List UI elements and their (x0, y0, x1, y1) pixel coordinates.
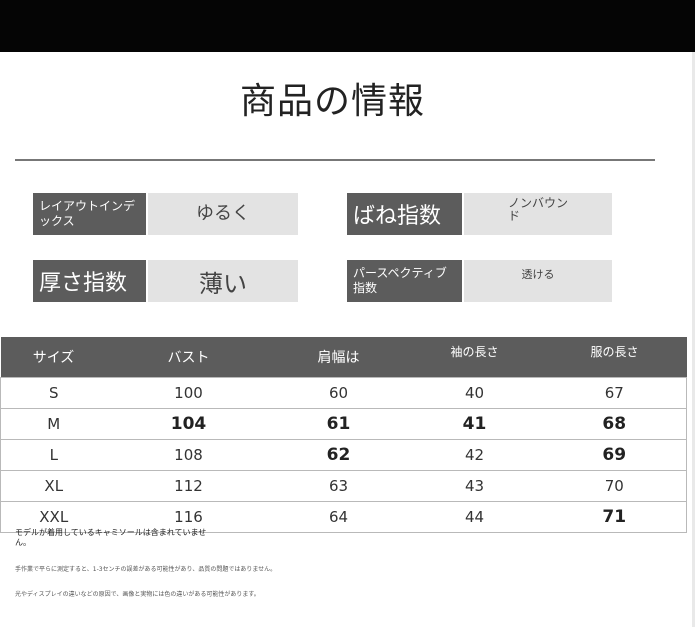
cell-sleeve: 43 (406, 470, 543, 502)
top-black-bar (0, 0, 695, 52)
cell-sleeve: 42 (406, 439, 543, 471)
note-color: 光やディスプレイの違いなどの原因で、画像と実物には色の違いがある可能性があります… (15, 591, 260, 598)
cell-sleeve: 44 (406, 501, 543, 533)
header-sleeve: 袖の長さ (406, 337, 543, 378)
header-shoulder: 肩幅は (270, 337, 407, 378)
table-row: XXL 116 64 44 71 (0, 501, 687, 533)
cell-sleeve: 41 (406, 408, 543, 440)
notes-section: モデルが着用しているキャミソールは含まれていません。 手作業で平らに測定すると、… (15, 528, 355, 598)
cell-shoulder: 64 (270, 501, 407, 533)
cell-bust: 100 (106, 377, 271, 409)
table-row: S 100 60 40 67 (0, 377, 687, 409)
cell-shoulder: 63 (270, 470, 407, 502)
table-row: M 104 61 41 68 (0, 408, 687, 440)
cell-size: L (0, 439, 107, 471)
cell-bust: 116 (106, 501, 271, 533)
note-model: モデルが着用しているキャミソールは含まれていません。 (15, 528, 207, 547)
cell-length: 70 (542, 470, 687, 502)
right-edge-strip (692, 52, 695, 627)
page-title: 商品の情報 (239, 81, 425, 122)
table-row: XL 112 63 43 70 (0, 470, 687, 502)
cell-bust: 108 (106, 439, 271, 471)
cell-shoulder: 62 (270, 439, 407, 471)
cell-shoulder: 61 (270, 408, 407, 440)
attribute-perspective-index: パースペクティブ指数 透ける (347, 260, 612, 302)
attribute-spring-index: ばね指数 ノンバウンド (347, 193, 612, 235)
attribute-label: 厚さ指数 (33, 260, 146, 302)
attribute-value: ノンバウンド (464, 193, 612, 235)
header-length: 服の長さ (542, 337, 687, 378)
header-bust: バスト (106, 337, 271, 378)
attribute-layout-index: レイアウトインデックス ゆるく (33, 193, 298, 235)
attribute-value: 透ける (464, 260, 612, 302)
attribute-label: レイアウトインデックス (33, 193, 146, 235)
attribute-label: パースペクティブ指数 (347, 260, 462, 302)
size-table-header: サイズ バスト 肩幅は 袖の長さ 服の長さ (0, 337, 687, 378)
cell-size: XXL (0, 501, 107, 533)
cell-sleeve: 40 (406, 377, 543, 409)
cell-bust: 104 (106, 408, 271, 440)
attribute-value: 薄い (148, 260, 298, 302)
cell-length: 69 (542, 439, 687, 471)
title-divider (15, 159, 655, 161)
table-row: L 108 62 42 69 (0, 439, 687, 471)
cell-size: XL (0, 470, 107, 502)
cell-length: 68 (542, 408, 687, 440)
cell-bust: 112 (106, 470, 271, 502)
cell-size: M (0, 408, 107, 440)
attribute-thickness-index: 厚さ指数 薄い (33, 260, 298, 302)
attribute-value: ゆるく (148, 193, 298, 235)
size-table: サイズ バスト 肩幅は 袖の長さ 服の長さ S 100 60 40 67 M 1… (0, 337, 687, 533)
note-measurement: 手作業で平らに測定すると、1-3センチの誤差がある可能性があり、品質の問題ではあ… (15, 566, 277, 573)
header-size: サイズ (0, 337, 107, 378)
cell-size: S (0, 377, 107, 409)
cell-length: 71 (542, 501, 687, 533)
attribute-value-text: ノンバウンド (508, 196, 569, 223)
attribute-label: ばね指数 (347, 193, 462, 235)
cell-shoulder: 60 (270, 377, 407, 409)
cell-length: 67 (542, 377, 687, 409)
